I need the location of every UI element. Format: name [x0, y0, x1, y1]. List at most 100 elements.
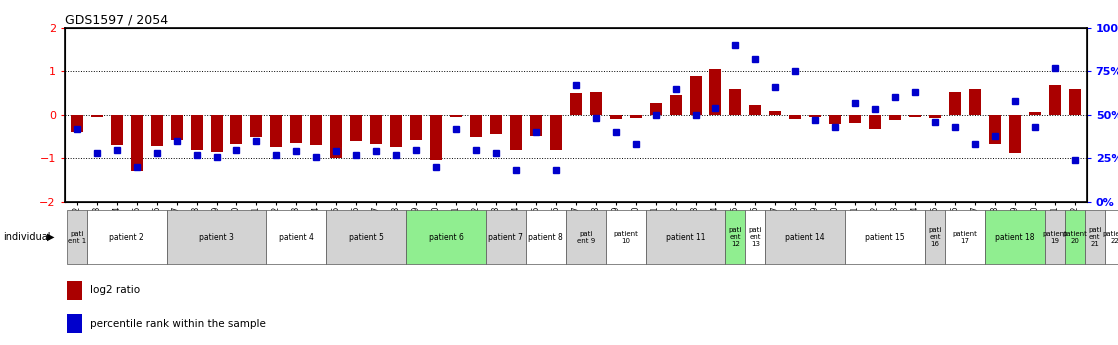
Text: patient 5: patient 5	[349, 233, 383, 242]
Text: patient 7: patient 7	[489, 233, 523, 242]
Text: pati
ent
16: pati ent 16	[928, 227, 941, 247]
Bar	[1069, 89, 1081, 115]
Bar	[566, 210, 606, 264]
Bar	[609, 115, 622, 119]
Bar	[969, 89, 980, 115]
Bar	[925, 210, 945, 264]
Text: patient 15: patient 15	[865, 233, 904, 242]
Bar	[629, 115, 642, 118]
Bar	[989, 115, 1001, 144]
Bar	[929, 115, 941, 118]
Bar	[710, 69, 721, 115]
Bar	[909, 115, 921, 117]
Bar	[726, 210, 746, 264]
Bar	[111, 115, 123, 145]
Bar	[67, 314, 83, 333]
Bar	[809, 115, 822, 117]
Bar	[250, 115, 263, 137]
Text: pati
ent
13: pati ent 13	[749, 227, 762, 247]
Bar	[510, 115, 522, 150]
Text: patient
19: patient 19	[1042, 231, 1068, 244]
Bar	[769, 111, 781, 115]
Text: GDS1597 / 2054: GDS1597 / 2054	[65, 14, 168, 27]
Text: percentile rank within the sample: percentile rank within the sample	[91, 319, 266, 328]
Text: log2 ratio: log2 ratio	[91, 286, 141, 295]
Bar	[789, 115, 802, 119]
Text: pati
ent 9: pati ent 9	[577, 231, 595, 244]
Bar	[1008, 115, 1021, 153]
Bar	[670, 95, 682, 115]
Bar	[690, 76, 701, 115]
Bar	[945, 210, 985, 264]
Bar	[171, 115, 182, 140]
Text: patient
20: patient 20	[1062, 231, 1087, 244]
Bar	[530, 115, 542, 136]
Bar	[430, 115, 442, 160]
Bar	[230, 115, 243, 144]
Text: ▶: ▶	[47, 232, 55, 242]
Bar	[167, 210, 266, 264]
Bar	[151, 115, 162, 146]
Text: patient
17: patient 17	[953, 231, 977, 244]
Bar	[645, 210, 726, 264]
Bar	[1084, 210, 1105, 264]
Bar	[266, 210, 326, 264]
Text: patient 14: patient 14	[786, 233, 825, 242]
Bar	[350, 115, 362, 141]
Bar	[410, 115, 423, 140]
Bar	[87, 210, 167, 264]
Text: patient 8: patient 8	[529, 233, 563, 242]
Bar	[271, 115, 283, 147]
Bar	[326, 210, 406, 264]
Text: patient 6: patient 6	[428, 233, 464, 242]
Bar	[210, 115, 222, 152]
Bar	[311, 115, 322, 145]
Bar	[746, 210, 766, 264]
Bar	[550, 115, 562, 150]
Bar	[131, 115, 143, 171]
Bar	[486, 210, 525, 264]
Bar	[729, 89, 741, 115]
Bar	[869, 115, 881, 129]
Bar	[67, 210, 87, 264]
Text: pati
ent 1: pati ent 1	[68, 231, 86, 244]
Bar	[291, 115, 302, 143]
Text: pati
ent
21: pati ent 21	[1088, 227, 1101, 247]
Bar	[91, 115, 103, 117]
Bar	[606, 210, 645, 264]
Bar	[490, 115, 502, 134]
Bar	[370, 115, 382, 144]
Bar	[830, 115, 841, 124]
Text: individual: individual	[3, 232, 50, 242]
Bar	[845, 210, 925, 264]
Bar	[985, 210, 1045, 264]
Text: patient 2: patient 2	[110, 233, 144, 242]
Bar	[406, 210, 486, 264]
Bar	[67, 281, 83, 300]
Bar	[1029, 112, 1041, 115]
Bar	[390, 115, 402, 147]
Text: patient 3: patient 3	[199, 233, 234, 242]
Bar	[749, 105, 761, 115]
Bar	[190, 115, 202, 150]
Text: patient 18: patient 18	[995, 233, 1034, 242]
Bar	[949, 92, 961, 115]
Bar	[766, 210, 845, 264]
Bar	[1045, 210, 1064, 264]
Bar	[570, 93, 581, 115]
Bar	[1064, 210, 1084, 264]
Text: patient
22: patient 22	[1102, 231, 1118, 244]
Bar	[889, 115, 901, 120]
Bar	[470, 115, 482, 137]
Text: pati
ent
12: pati ent 12	[729, 227, 742, 247]
Bar	[850, 115, 861, 122]
Bar	[1049, 85, 1061, 115]
Bar	[330, 115, 342, 158]
Text: patient 11: patient 11	[666, 233, 705, 242]
Text: patient
10: patient 10	[614, 231, 638, 244]
Bar	[650, 102, 662, 115]
Bar	[1105, 210, 1118, 264]
Bar	[451, 115, 462, 117]
Bar	[589, 92, 601, 115]
Text: patient 4: patient 4	[278, 233, 314, 242]
